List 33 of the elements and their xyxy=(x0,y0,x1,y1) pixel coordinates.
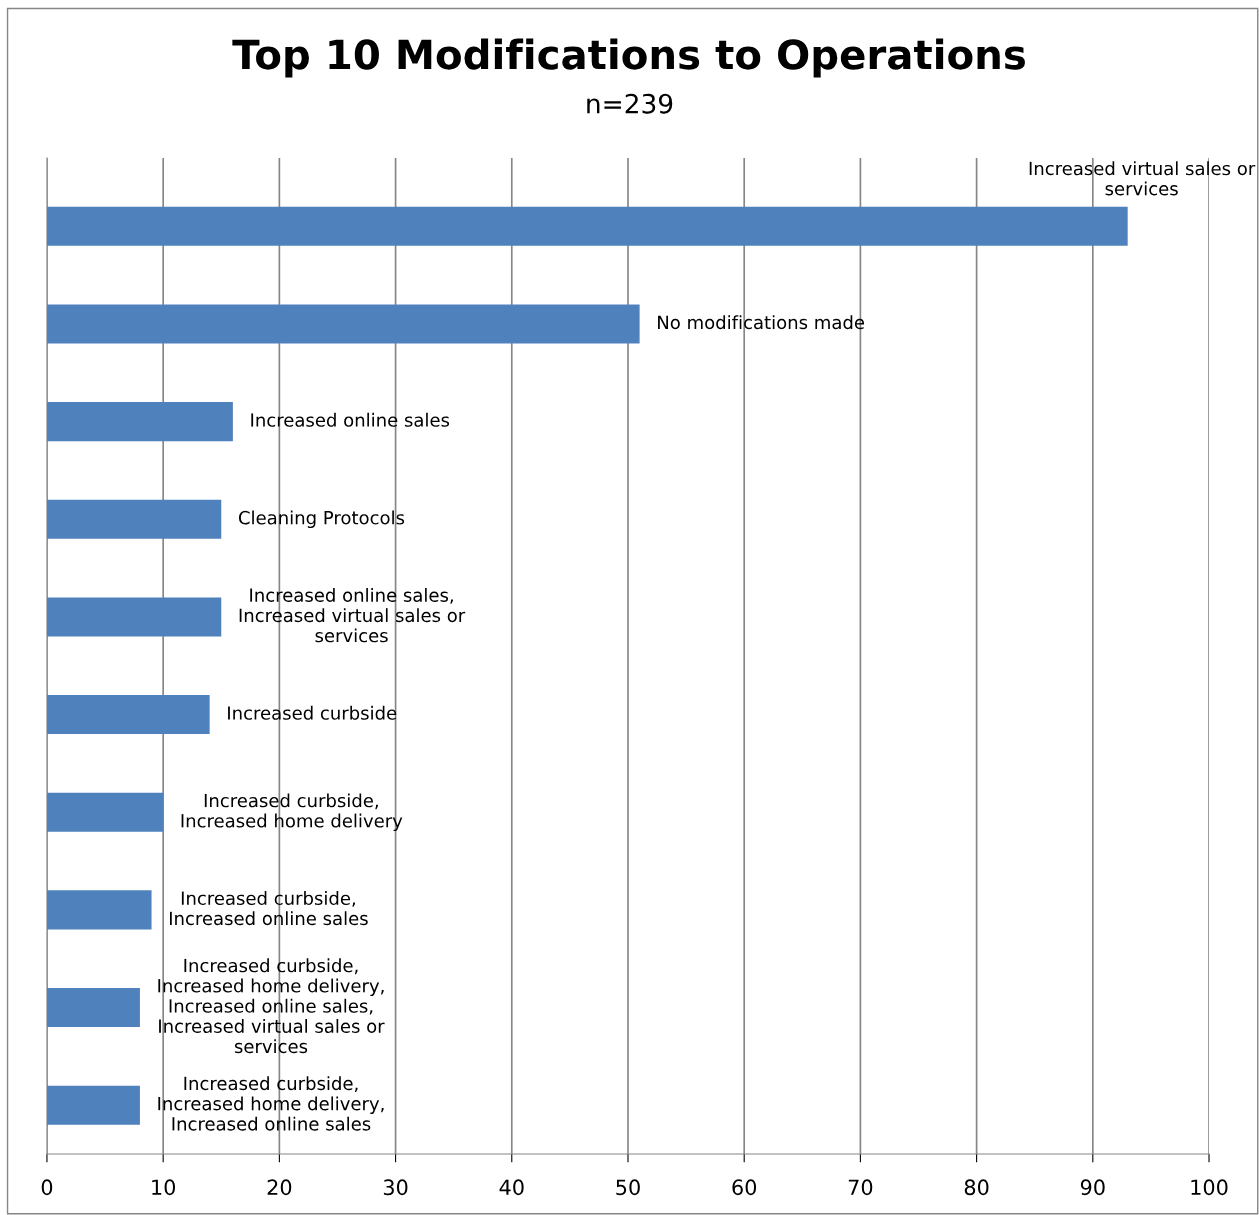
x-tick-label: 40 xyxy=(499,1179,524,1196)
x-tick-label: 0 xyxy=(41,1179,53,1196)
y-tick-label: Increased online sales xyxy=(251,412,450,427)
y-tick-label: Increased curbside xyxy=(228,705,397,720)
x-tick-label: 80 xyxy=(964,1179,989,1196)
y-tick-label: Increased curbside, Increased home delivery, Increased online sales xyxy=(158,1076,384,1131)
bar xyxy=(46,304,640,344)
x-tick-label: 50 xyxy=(616,1179,640,1196)
y-tick-label: Increased online sales, Increased virtual sales or services xyxy=(239,587,466,643)
bar xyxy=(46,695,210,735)
y-tick-label: Cleaning Protocols xyxy=(238,510,405,528)
bar xyxy=(46,1085,140,1125)
y-tick-label: Increased curbside, Increased home delivery, Increased online sales, Increased virtual sales or services xyxy=(158,958,385,1054)
x-tick-label: 90 xyxy=(1080,1179,1105,1196)
y-tick-label: No modifications made xyxy=(658,315,865,330)
bar xyxy=(46,597,222,637)
y-tick-label: Increased virtual sales or services xyxy=(1029,161,1256,196)
chart-title: Top 10 Modifications to Operations xyxy=(232,38,1025,78)
x-tick-label: 60 xyxy=(732,1179,757,1196)
y-tick-label: Increased curbside, Increased online sales xyxy=(169,891,368,926)
x-tick-label: 70 xyxy=(848,1179,873,1196)
bar xyxy=(46,206,1128,246)
chart-subtitle: n=239 xyxy=(587,93,673,114)
x-tick-label: 30 xyxy=(383,1179,408,1196)
bar xyxy=(46,890,152,930)
x-tick-label: 10 xyxy=(152,1179,176,1196)
x-tick-label: 100 xyxy=(1191,1179,1228,1196)
x-tick-label: 20 xyxy=(267,1179,292,1196)
y-tick-label: Increased curbside, Increased home delivery xyxy=(181,793,403,832)
bar xyxy=(46,988,140,1028)
bar xyxy=(46,402,233,442)
bar xyxy=(46,499,222,539)
bar xyxy=(46,792,164,832)
